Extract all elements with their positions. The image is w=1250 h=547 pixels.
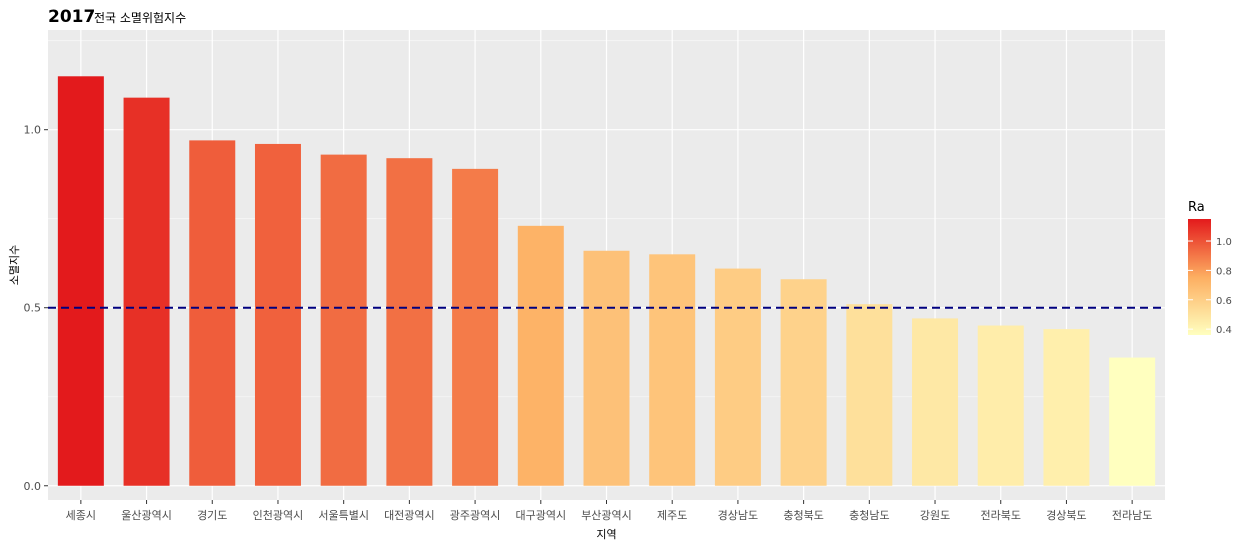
bar	[583, 250, 630, 486]
bar	[846, 304, 893, 486]
legend-title: Ra	[1188, 200, 1205, 215]
x-tick-label: 경상북도	[1046, 509, 1086, 522]
bar	[780, 279, 827, 486]
bar	[977, 325, 1024, 486]
x-tick-label: 전라남도	[1112, 509, 1152, 522]
x-tick-label: 충청북도	[783, 509, 823, 522]
x-tick-label: 강원도	[920, 509, 950, 522]
legend-tick-label: 0.4	[1216, 325, 1232, 336]
bar	[1109, 357, 1156, 486]
bar	[254, 143, 301, 486]
x-tick-label: 대구광역시	[515, 509, 566, 522]
legend: Ra 1.0 0.8 0.6 0.4	[1188, 200, 1232, 336]
bar	[649, 254, 696, 486]
x-axis-ticks: 세종시 울산광역시 경기도 인천광역시 서울특별시 대전광역시 광주광역시 대구광역시 부산광역…	[66, 500, 1152, 522]
bar	[189, 140, 236, 486]
x-tick-label: 충청남도	[849, 509, 889, 522]
bar	[320, 154, 367, 486]
bar	[57, 76, 104, 486]
legend-ticks: 1.0 0.8 0.6 0.4	[1188, 237, 1232, 336]
x-tick-label: 세종시	[66, 509, 96, 522]
x-axis-label: 지역	[596, 528, 616, 541]
bar	[714, 268, 761, 486]
x-tick-label: 인천광역시	[253, 508, 304, 522]
bar	[452, 168, 499, 486]
bar	[123, 97, 170, 486]
chart-subtitle: 전국 소멸위험지수	[94, 11, 186, 25]
bar	[912, 318, 959, 486]
bar	[517, 225, 564, 486]
bars	[57, 76, 1156, 486]
x-tick-label: 서울특별시	[318, 509, 369, 522]
x-tick-label: 전라북도	[980, 509, 1020, 522]
y-axis-label: 소멸지수	[8, 245, 21, 285]
y-tick-label: 0.5	[24, 302, 42, 315]
x-tick-label: 대전광역시	[384, 509, 435, 522]
x-tick-label: 제주도	[657, 509, 687, 522]
bar	[1043, 329, 1090, 486]
x-tick-label: 부산광역시	[581, 509, 632, 522]
bar	[386, 158, 433, 486]
legend-tick-label: 0.8	[1216, 266, 1232, 277]
legend-tick-label: 0.6	[1216, 296, 1232, 307]
y-axis-ticks: 0.0 0.5 1.0	[24, 124, 48, 493]
legend-colorbar	[1188, 219, 1211, 335]
x-tick-label: 경상남도	[718, 509, 758, 522]
legend-tick-label: 1.0	[1216, 237, 1232, 248]
y-tick-label: 1.0	[24, 124, 42, 137]
chart-title: 2017	[48, 7, 95, 27]
x-tick-label: 울산광역시	[121, 509, 172, 522]
y-tick-label: 0.0	[24, 480, 42, 493]
x-tick-label: 경기도	[197, 509, 227, 522]
x-tick-label: 광주광역시	[450, 509, 501, 522]
